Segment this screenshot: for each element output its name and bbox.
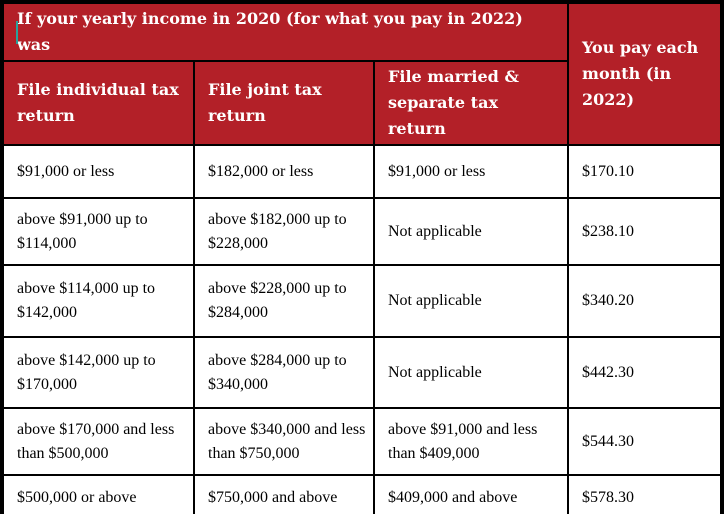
joint-income-cell: above $284,000 up to $340,000 — [193, 336, 375, 409]
individual-income-cell: $500,000 or above — [1, 474, 195, 514]
individual-income-cell: $91,000 or less — [1, 144, 195, 199]
joint-income-cell: above $182,000 up to $228,000 — [193, 197, 375, 266]
joint-income-cell: above $228,000 up to $284,000 — [193, 264, 375, 338]
table-row: $91,000 or less $182,000 or less $91,000… — [1, 144, 724, 199]
joint-income-cell: $750,000 and above — [193, 474, 375, 514]
married-separate-income-cell: Not applicable — [372, 336, 570, 409]
monthly-premium-cell: $238.10 — [567, 197, 724, 266]
individual-income-cell: above $114,000 up to $142,000 — [1, 264, 195, 338]
table-row: $500,000 or above $750,000 and above $40… — [1, 474, 724, 514]
table-row: above $170,000 and less than $500,000 ab… — [1, 407, 724, 476]
table-row: above $91,000 up to $114,000 above $182,… — [1, 197, 724, 266]
married-separate-income-cell: Not applicable — [372, 264, 570, 338]
monthly-premium-cell: $578.30 — [567, 474, 724, 514]
individual-income-cell: above $170,000 and less than $500,000 — [1, 407, 195, 476]
married-separate-income-cell: $409,000 and above — [372, 474, 570, 514]
monthly-premium-cell: $544.30 — [567, 407, 724, 476]
monthly-premium-cell: $340.20 — [567, 264, 724, 338]
married-separate-income-cell: above $91,000 and less than $409,000 — [372, 407, 570, 476]
column-header-married-separate: File married & separate tax return — [372, 60, 570, 146]
column-header-joint: File joint tax return — [193, 60, 375, 146]
monthly-premium-cell: $442.30 — [567, 336, 724, 409]
filing-headers-row: File individual tax return File joint ta… — [1, 60, 722, 146]
text-cursor — [16, 21, 18, 44]
income-banner-header: If your yearly income in 2020 (for what … — [0, 1, 570, 62]
column-header-individual: File individual tax return — [1, 60, 195, 146]
table-row: above $142,000 up to $170,000 above $284… — [1, 336, 724, 409]
header-banner-row: If your yearly income in 2020 (for what … — [0, 1, 724, 146]
pay-column-header: You pay each month (in 2022) — [567, 1, 724, 146]
individual-income-cell: above $91,000 up to $114,000 — [1, 197, 195, 266]
table-row: above $114,000 up to $142,000 above $228… — [1, 264, 724, 338]
monthly-premium-cell: $170.10 — [567, 144, 724, 199]
married-separate-income-cell: Not applicable — [372, 197, 570, 266]
individual-income-cell: above $142,000 up to $170,000 — [1, 336, 195, 409]
joint-income-cell: $182,000 or less — [193, 144, 375, 199]
joint-income-cell: above $340,000 and less than $750,000 — [193, 407, 375, 476]
married-separate-income-cell: $91,000 or less — [372, 144, 570, 199]
